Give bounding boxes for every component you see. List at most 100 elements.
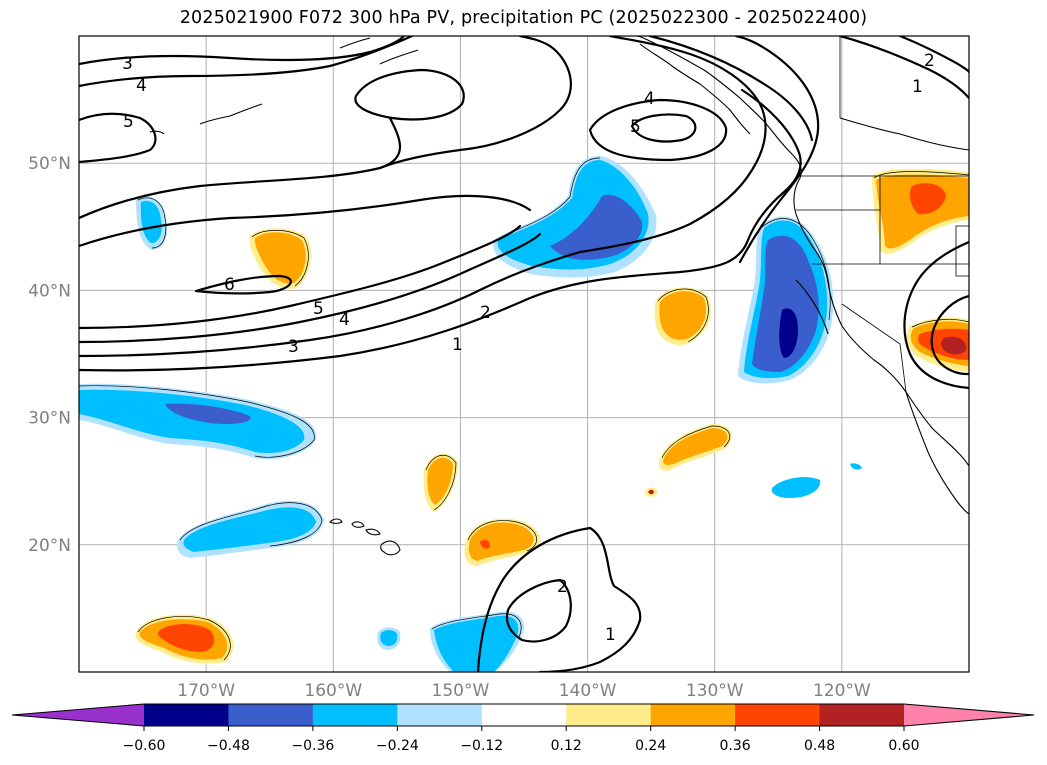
lat-tick-label: 30°N [28, 409, 71, 429]
precip-negative-region [779, 308, 798, 358]
pv-contour-line [476, 526, 642, 672]
lon-tick-label: 150°W [432, 681, 490, 701]
lon-tick-label: 140°W [559, 681, 617, 701]
pv-contour-line [79, 194, 532, 248]
precip-positive-region [468, 522, 534, 561]
lat-tick-label: 40°N [28, 281, 71, 301]
precip-negative-region [165, 403, 251, 425]
lon-tick-label: 120°W [813, 681, 871, 701]
precip-positive-region [910, 183, 946, 215]
lat-tick-label: 20°N [28, 536, 71, 556]
colorbar-tick-label: 0.12 [551, 738, 582, 754]
pv-contour-line [354, 68, 465, 121]
precip-positive-region [941, 336, 967, 355]
contour-label: 5 [630, 117, 641, 137]
colorbar-tick-label: −0.36 [291, 738, 334, 754]
colorbar-segment [312, 704, 398, 726]
political-borders [796, 36, 969, 393]
precip-positive-region [157, 624, 215, 652]
colorbar-segment [228, 704, 314, 726]
pv-contour-line [898, 36, 969, 74]
colorbar: −0.60 −0.48 −0.36 −0.24 −0.12 0.12 0.24 0.36 0.4… [11, 703, 1035, 754]
pv-contour-line [838, 36, 969, 100]
longitude-labels: 170°W 160°W 150°W 140°W 130°W 120°W [177, 681, 871, 701]
contour-label: 3 [288, 337, 299, 357]
precip-positive-region [427, 457, 453, 505]
contour-label: 4 [644, 89, 655, 109]
precip-negative-region [771, 477, 821, 498]
contour-label: 1 [605, 625, 616, 645]
colorbar-segment [481, 704, 567, 726]
precip-positive-region [648, 489, 654, 495]
pv-contour-line [79, 116, 401, 220]
precip-negative-region [183, 507, 316, 552]
pv-contour-line [734, 36, 820, 264]
pv-contour-line [578, 36, 767, 254]
precip-positive-region [254, 232, 306, 284]
latitude-labels: 20°N 30°N 40°N 50°N [28, 154, 71, 556]
pv-contour-line [79, 88, 802, 372]
colorbar-segment [819, 704, 905, 726]
pv-contour-line [79, 36, 414, 88]
colorbar-segment [735, 704, 821, 726]
pv-contour-line [630, 113, 697, 143]
colorbar-tick-label: 0.48 [804, 738, 835, 754]
colorbar-segment [144, 704, 229, 726]
contour-label: 3 [122, 54, 133, 74]
precip-negative-region [79, 389, 305, 454]
pv-contour-line [648, 36, 814, 142]
precip-negative-region [380, 630, 398, 646]
contour-label: 5 [123, 112, 134, 132]
pv-contours [79, 36, 969, 672]
contour-labels: 3 4 5 6 5 4 3 2 1 4 5 2 1 2 1 [122, 51, 935, 645]
pv-contour-line [903, 240, 969, 390]
precipitation-shading [79, 156, 969, 672]
lon-tick-label: 170°W [177, 681, 235, 701]
colorbar-segment [397, 704, 483, 726]
lon-tick-label: 130°W [686, 681, 744, 701]
contour-label: 2 [557, 577, 568, 597]
plot-area [79, 36, 969, 672]
pv-contour-line [930, 294, 969, 376]
lon-tick-label: 160°W [304, 681, 362, 701]
precip-negative-region [140, 200, 162, 244]
precip-negative-region [850, 463, 862, 470]
colorbar-tick-label: −0.12 [460, 738, 503, 754]
precip-negative-region [550, 194, 643, 260]
pv-contour-line [79, 112, 157, 164]
colorbar-tick-label: −0.48 [207, 738, 250, 754]
contour-label: 6 [224, 275, 235, 295]
pv-contour-line [505, 578, 572, 643]
pv-contour-line [194, 274, 292, 295]
precip-positive-region [663, 428, 728, 466]
colorbar-segment [566, 704, 652, 726]
coastlines [149, 36, 969, 556]
contour-label: 5 [313, 299, 324, 319]
colorbar-extend-low [12, 704, 144, 726]
contour-label: 2 [924, 51, 935, 71]
colorbar-tick-label: 0.60 [888, 738, 919, 754]
colorbar-tick-label: −0.24 [376, 738, 419, 754]
colorbar-segment [650, 704, 736, 726]
pv-contour-line [79, 232, 542, 344]
plot-frame [78, 35, 970, 673]
contour-label: 2 [480, 303, 491, 323]
precip-positive-region [480, 539, 490, 549]
pv-contour-line [378, 36, 572, 170]
contour-label: 4 [136, 76, 147, 96]
pv-contour-line [79, 250, 582, 358]
map-title: 2025021900 F072 300 hPa PV, precipitatio… [179, 8, 868, 28]
colorbar-extend-high [904, 704, 1034, 726]
precip-negative-region [752, 235, 819, 372]
lat-tick-label: 50°N [28, 154, 71, 174]
colorbar-tick-label: −0.60 [123, 738, 166, 754]
colorbar-tick-label: 0.24 [635, 738, 666, 754]
pv-contour-line [79, 224, 522, 330]
colorbar-tick-label: 0.36 [720, 738, 751, 754]
precip-negative-region [434, 615, 519, 672]
contour-label: 1 [452, 335, 463, 355]
precip-positive-region [659, 291, 707, 340]
precip-outlines [79, 157, 969, 661]
contour-label: 4 [339, 310, 350, 330]
